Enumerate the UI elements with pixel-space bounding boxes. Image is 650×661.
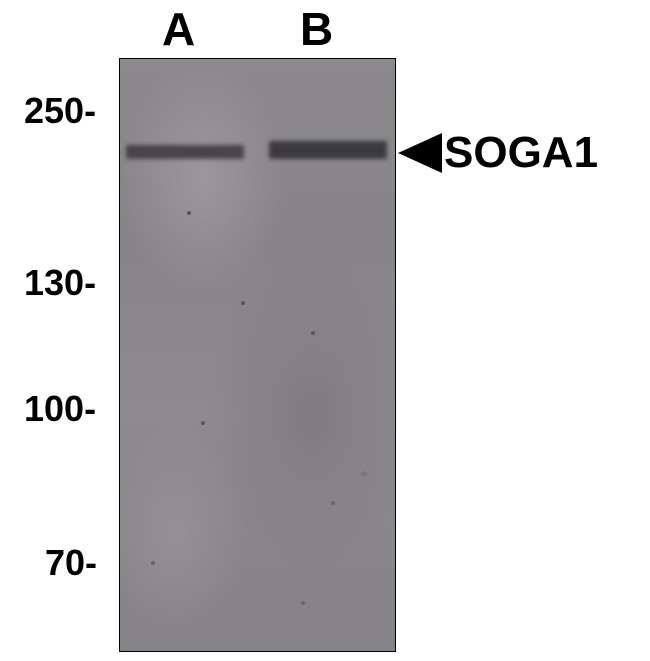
noise-dot [241, 301, 245, 305]
western-blot-membrane [119, 58, 396, 652]
noise-dot [151, 561, 155, 565]
noise-dot [201, 421, 205, 425]
protein-marker: SOGA1 [398, 128, 598, 178]
ladder-label-250: 250- [24, 90, 96, 132]
noise-dot [361, 471, 367, 477]
band-lane-b [269, 141, 387, 159]
noise-dot [311, 331, 315, 335]
ladder-label-70: 70- [45, 542, 97, 584]
ladder-label-100: 100- [24, 388, 96, 430]
band-lane-a [126, 145, 244, 159]
lane-header-a: A [162, 2, 195, 56]
noise-dot [187, 211, 191, 215]
protein-label-text: SOGA1 [444, 128, 598, 178]
lane-header-b: B [300, 2, 333, 56]
arrowhead-icon [398, 133, 442, 173]
noise-dot [301, 601, 305, 605]
ladder-label-130: 130- [24, 262, 96, 304]
noise-dot [331, 501, 335, 505]
